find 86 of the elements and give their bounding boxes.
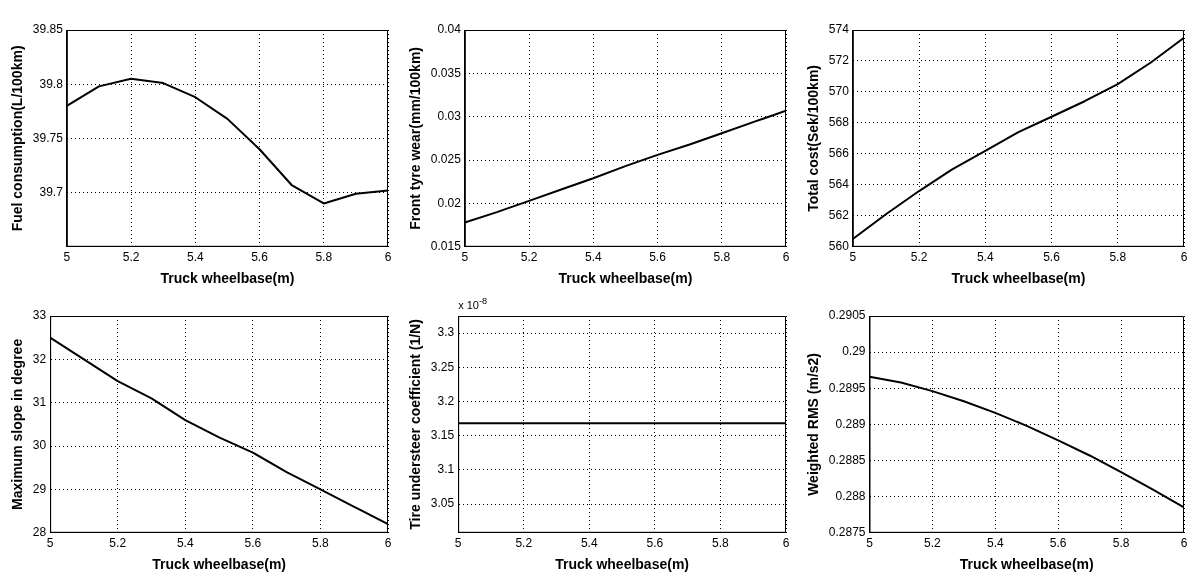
x-tick-label: 5.2 [910, 250, 928, 265]
y-tick-label: 560 [828, 239, 850, 254]
x-tick-label: 5.2 [109, 536, 127, 551]
x-tick-label: 6 [782, 536, 790, 551]
x-tick-label: 5.2 [520, 250, 538, 265]
x-tick-label: 5.6 [1049, 536, 1067, 551]
x-tick-label: 5.4 [176, 536, 194, 551]
y-tick-label: 0.2875 [828, 525, 866, 540]
y-tick-label: 32 [32, 351, 47, 366]
y-axis-title: Fuel consumption(L/100km) [9, 45, 26, 232]
y-tick-label: 31 [32, 395, 47, 410]
x-tick-label: 5.2 [122, 250, 140, 265]
x-tick-label: 5.6 [251, 250, 269, 265]
x-tick-label: 5.6 [244, 536, 262, 551]
x-tick-label: 5.8 [1112, 536, 1130, 551]
y-tick-label: 33 [32, 308, 47, 323]
y-tick-label: 0.289 [835, 416, 866, 431]
y-tick-label: 0.02 [437, 195, 462, 210]
x-tick-label: 6 [782, 250, 790, 265]
y-tick-label: 3.05 [430, 496, 455, 511]
x-tick-label: 5.8 [713, 250, 731, 265]
x-tick-label: 5.4 [186, 250, 204, 265]
y-tick-label: 572 [828, 53, 850, 68]
y-tick-label: 3.2 [437, 393, 455, 408]
y-tick-label: 0.03 [437, 109, 462, 124]
y-tick-label: 0.025 [430, 152, 462, 167]
y-tick-label: 0.2905 [828, 308, 866, 323]
x-tick-label: 5 [454, 536, 462, 551]
x-tick-label: 6 [1180, 250, 1188, 265]
y-tick-label: 0.035 [430, 65, 462, 80]
x-axis-title: Truck wheelbase(m) [951, 270, 1086, 287]
y-tick-label: 39.75 [32, 130, 64, 145]
y-tick-label: 568 [828, 115, 850, 130]
y-axis-title: Total cost(Sek/100km) [805, 65, 822, 212]
y-tick-label: 39.7 [39, 184, 64, 199]
y-tick-label: 0.015 [430, 239, 462, 254]
x-axis-title: Truck wheelbase(m) [555, 556, 689, 573]
y-tick-label: 28 [32, 525, 47, 540]
x-tick-label: 5.2 [515, 536, 533, 551]
x-tick-label: 5 [46, 536, 54, 551]
text: x 10$^{-8}$ [458, 296, 488, 311]
y-tick-label: 3.25 [430, 359, 455, 374]
x-tick-label: 5.6 [646, 536, 664, 551]
x-tick-label: 5.6 [1043, 250, 1061, 265]
x-tick-label: 5 [866, 536, 874, 551]
y-tick-label: 39.85 [32, 22, 64, 37]
x-tick-label: 5 [849, 250, 857, 265]
x-tick-label: 6 [384, 536, 392, 551]
y-axis-title: Weighted RMS (m/s2) [805, 352, 822, 496]
x-tick-label: 5.4 [584, 250, 602, 265]
y-tick-label: 0.2885 [828, 452, 866, 467]
x-tick-label: 5.8 [315, 250, 333, 265]
y-tick-label: 0.04 [437, 22, 462, 37]
x-tick-label: 5.4 [986, 536, 1004, 551]
y-tick-label: 0.2895 [828, 380, 866, 395]
x-tick-label: 5 [63, 250, 71, 265]
x-tick-label: 5.6 [649, 250, 667, 265]
y-tick-label: 570 [828, 84, 850, 99]
x-tick-label: 5.4 [976, 250, 994, 265]
x-tick-label: 5 [461, 250, 469, 265]
x-tick-label: 5.8 [312, 536, 330, 551]
y-tick-label: 3.15 [430, 428, 455, 442]
x-axis-title: Truck wheelbase(m) [152, 556, 286, 573]
y-tick-label: 566 [828, 146, 850, 161]
y-tick-label: 562 [828, 208, 850, 223]
x-tick-label: 6 [1180, 536, 1188, 551]
y-tick-label: 39.8 [39, 76, 64, 91]
x-axis-title: Truck wheelbase(m) [558, 270, 693, 287]
y-axis-title: Maximum slope in degree [9, 338, 26, 510]
y-tick-label: 0.29 [842, 344, 866, 359]
x-tick-label: 6 [384, 250, 392, 265]
y-tick-label: 3.1 [437, 462, 455, 477]
x-tick-label: 5.4 [580, 536, 598, 551]
y-tick-label: 564 [828, 177, 850, 192]
x-tick-label: 5.8 [1109, 250, 1127, 265]
y-tick-label: 0.288 [835, 488, 866, 503]
x-tick-label: 5.2 [924, 536, 942, 551]
y-tick-label: 29 [32, 481, 47, 496]
y-axis-title: Tire understeer coefficient (1/N) [407, 319, 424, 530]
y-axis-title: Front tyre wear(mm/100km) [407, 46, 424, 230]
y-tick-label: 574 [828, 22, 850, 37]
y-tick-label: 3.3 [437, 325, 455, 340]
x-axis-title: Truck wheelbase(m) [160, 270, 295, 287]
x-tick-label: 5.8 [712, 536, 730, 551]
y-tick-label: 30 [32, 438, 47, 453]
x-axis-title: Truck wheelbase(m) [959, 556, 1094, 573]
